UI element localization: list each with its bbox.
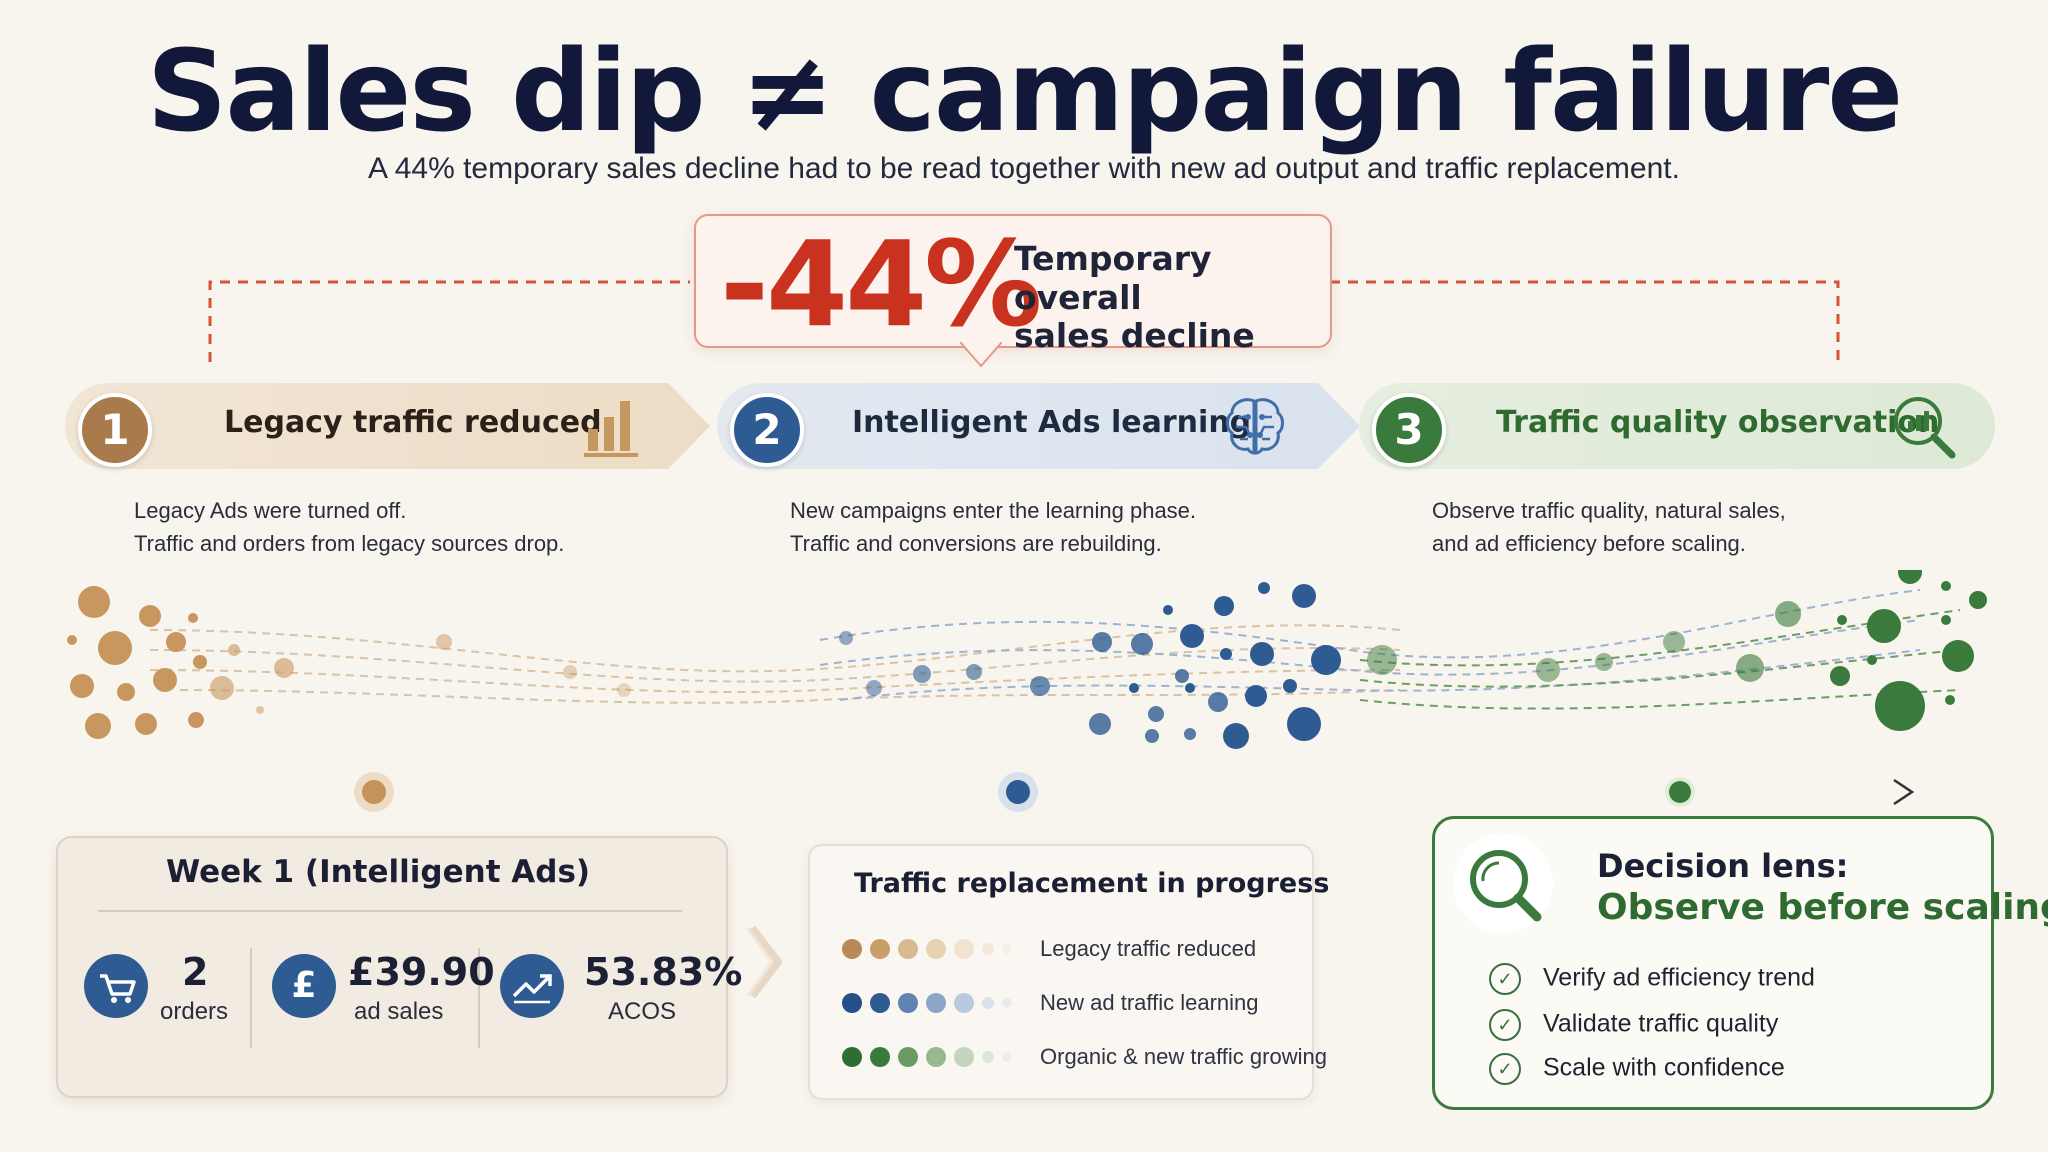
callout-pointer xyxy=(960,342,1002,368)
decision-title: Decision lens: xyxy=(1597,847,1849,885)
decision-lens-card: Decision lens: Observe before scaling ✓ V… xyxy=(1432,816,2048,1110)
divider xyxy=(98,910,682,912)
phase-3-label: Traffic quality observation xyxy=(1496,405,1940,440)
phase-banners-bg xyxy=(65,383,1995,469)
magnifier-icon xyxy=(1453,833,1553,933)
orders-value: 2 xyxy=(182,950,209,994)
orders-label: orders xyxy=(160,998,229,1025)
phase-1-description: Legacy Ads were turned off. Traffic and … xyxy=(134,494,564,560)
decision-subtitle: Observe before scaling xyxy=(1597,887,2048,928)
traffic-flow-illustration xyxy=(67,570,1987,749)
decline-label: Temporary overall sales decline xyxy=(1014,239,1314,356)
ad-sales-label: ad sales xyxy=(354,998,444,1025)
check-label: Verify ad efficiency trend xyxy=(1543,963,1815,992)
phase-1-desc-line2: Traffic and orders from legacy sources d… xyxy=(134,531,565,556)
traffic-card-title: Traffic replacement in progress xyxy=(854,868,1330,899)
legacy-traffic-label: Legacy traffic reduced xyxy=(1040,936,1257,961)
phase-2-banner: 2 Intelligent Ads learning xyxy=(724,383,1364,469)
check-icon: ✓ xyxy=(1489,1053,1521,1085)
check-item: ✓ Scale with confidence xyxy=(1489,1053,1785,1085)
decline-label-line1: Temporary overall xyxy=(1014,239,1212,317)
phase-1-banner: 1 Legacy traffic reduced xyxy=(72,383,712,469)
phase-1-label: Legacy traffic reduced xyxy=(224,405,602,440)
phase-3-desc-line2: and ad efficiency before scaling. xyxy=(1432,531,1746,556)
phase-3-banner: 3 Traffic quality observation xyxy=(1366,383,2006,469)
phase-2-description: New campaigns enter the learning phase. … xyxy=(790,494,1196,560)
organic-traffic-label: Organic & new traffic growing xyxy=(1040,1044,1327,1069)
pound-icon: £ xyxy=(272,954,336,1018)
acos-value: 53.83% xyxy=(584,950,743,994)
phase-3-desc-line1: Observe traffic quality, natural sales, xyxy=(1432,498,1786,523)
phase-2-desc-line2: Traffic and conversions are rebuilding. xyxy=(790,531,1162,556)
phase-2-label: Intelligent Ads learning xyxy=(852,405,1252,440)
divider xyxy=(250,948,252,1048)
ad-sales-value: £39.90 xyxy=(348,950,495,994)
check-label: Validate traffic quality xyxy=(1543,1009,1779,1038)
decline-value: -44% xyxy=(720,215,1042,353)
divider xyxy=(478,948,480,1048)
acos-label: ACOS xyxy=(608,998,677,1025)
week-1-card: Week 1 (Intelligent Ads) 2 orders £ £39.… xyxy=(56,836,742,1098)
trend-up-icon xyxy=(500,954,564,1018)
decline-callout xyxy=(694,214,1332,348)
timeline xyxy=(64,772,1915,812)
brain-icon xyxy=(1226,398,1284,455)
phase-3-number: 3 xyxy=(1372,393,1446,467)
phase-2-number: 2 xyxy=(730,393,804,467)
cart-icon xyxy=(84,954,148,1018)
check-icon: ✓ xyxy=(1489,963,1521,995)
new-ad-traffic-label: New ad traffic learning xyxy=(1040,990,1259,1015)
check-icon: ✓ xyxy=(1489,1009,1521,1041)
phase-2-desc-line1: New campaigns enter the learning phase. xyxy=(790,498,1197,523)
traffic-replacement-card: Traffic replacement in progress Legacy t… xyxy=(808,844,1329,1100)
new-ad-traffic-dots xyxy=(842,992,1020,1013)
phase-1-desc-line1: Legacy Ads were turned off. xyxy=(134,498,407,523)
check-item: ✓ Validate traffic quality xyxy=(1489,1009,1778,1041)
check-label: Scale with confidence xyxy=(1543,1053,1785,1082)
check-item: ✓ Verify ad efficiency trend xyxy=(1489,963,1815,995)
legacy-traffic-dots xyxy=(842,938,1020,959)
bar-chart-icon xyxy=(584,401,638,457)
page-title: Sales dip ≠ campaign failure xyxy=(146,27,1904,157)
phase-1-number: 1 xyxy=(78,393,152,467)
decline-label-line2: sales decline xyxy=(1014,316,1255,356)
chevron-right-icon xyxy=(746,925,782,999)
week-1-title: Week 1 (Intelligent Ads) xyxy=(166,854,591,890)
page-subtitle: A 44% temporary sales decline had to be … xyxy=(368,152,1680,185)
phase-3-description: Observe traffic quality, natural sales, … xyxy=(1432,494,1786,560)
organic-traffic-dots xyxy=(842,1046,1020,1067)
magnifier-chart-icon xyxy=(1894,397,1956,459)
